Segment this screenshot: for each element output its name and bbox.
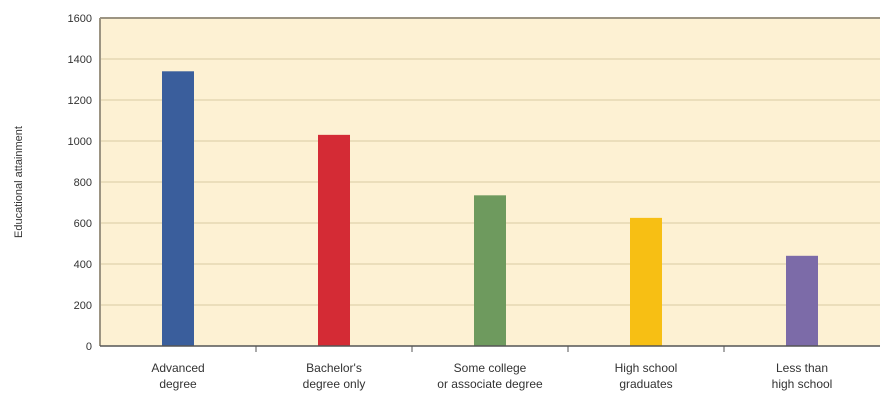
y-tick-label: 1200 (68, 95, 92, 107)
x-category-label: High school graduates (615, 361, 678, 391)
y-tick-label: 800 (74, 177, 92, 189)
y-tick-label: 600 (74, 218, 92, 230)
bar (162, 71, 194, 347)
x-category-label: Some college or associate degree (437, 361, 543, 391)
y-tick-label: 1600 (68, 13, 92, 25)
bar (630, 217, 662, 346)
bars (162, 71, 818, 347)
y-tick-label: 1000 (68, 136, 92, 148)
y-tick-label: 400 (74, 259, 92, 271)
x-category-label: Less than high school (772, 361, 833, 391)
y-tick-label: 1400 (68, 54, 92, 66)
x-category-label: Bachelor's degree only (303, 361, 366, 391)
y-tick-label: 200 (74, 300, 92, 312)
y-axis-title: Educational attainment (13, 126, 25, 238)
bar (474, 195, 506, 346)
x-category-label: Advanced degree (151, 361, 204, 391)
x-axis: Advanced degree Bachelor's degree only Some … (100, 345, 880, 391)
bar (318, 134, 350, 346)
y-axis: 0 200 400 600 800 1000 1200 1400 1600 (68, 13, 92, 353)
bar (786, 255, 818, 346)
y-tick-label: 0 (86, 341, 92, 353)
